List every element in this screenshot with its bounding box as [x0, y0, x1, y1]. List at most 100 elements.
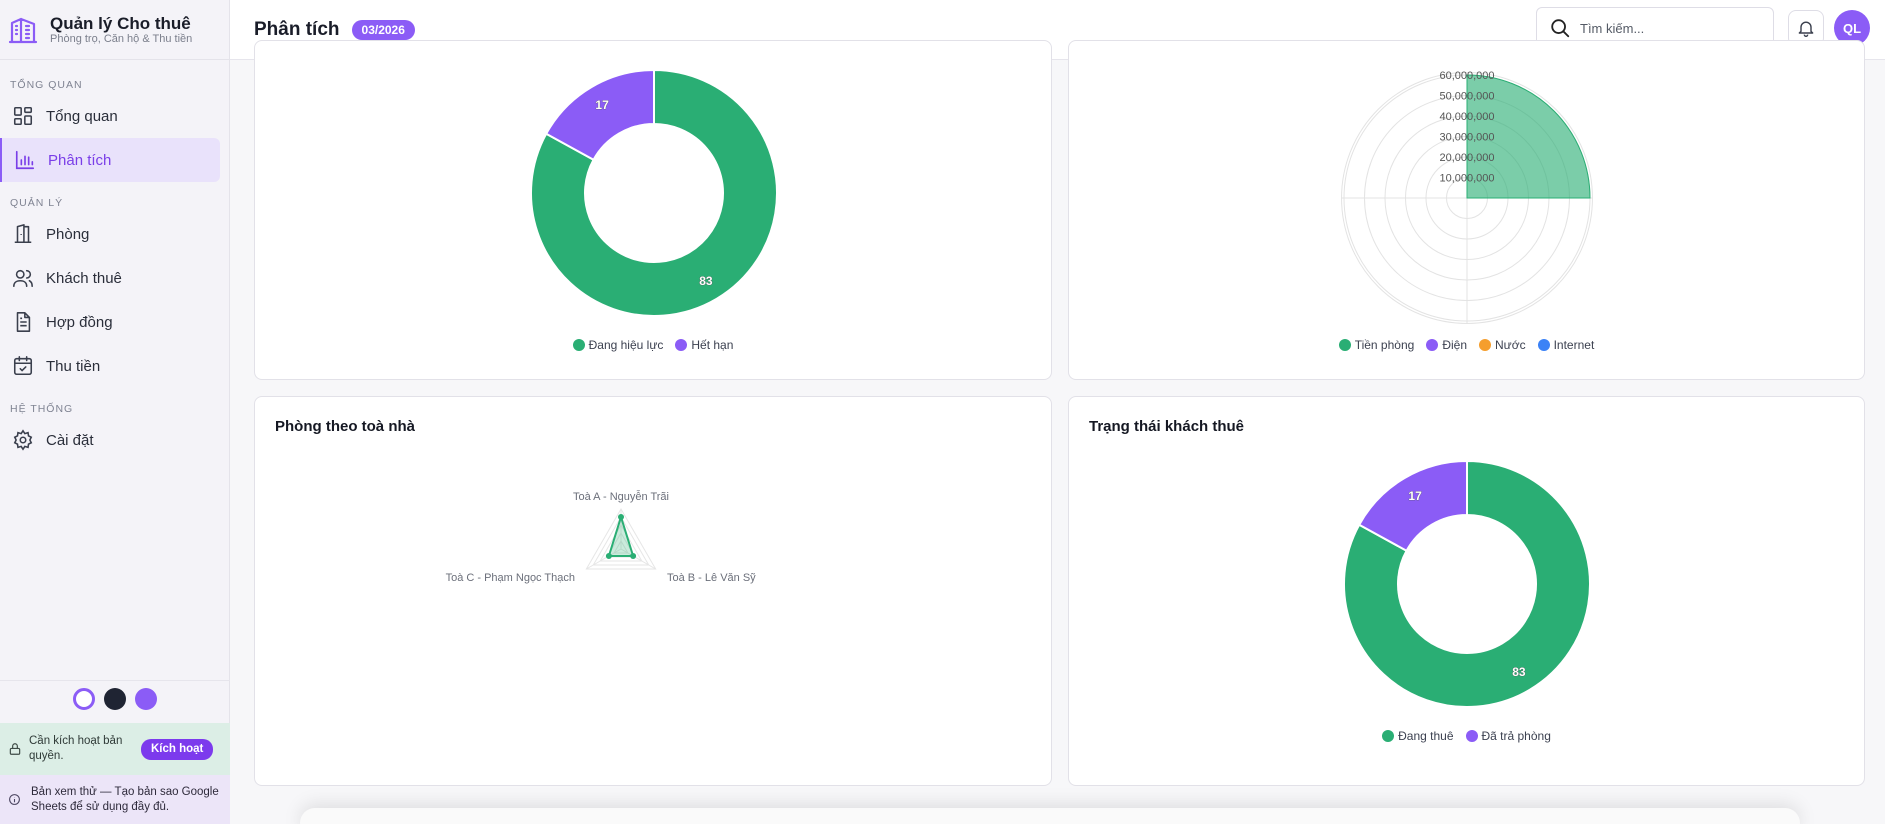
sidebar-item-label: Khách thuê	[46, 269, 122, 287]
bell-icon	[1798, 21, 1814, 37]
tenant-donut-chart: 83 17	[1343, 459, 1591, 708]
radar-grid	[613, 539, 629, 554]
radar-grid	[599, 523, 643, 562]
legend-dot	[572, 339, 585, 351]
theme-light-swatch[interactable]	[73, 687, 95, 710]
polar-tick-label: 60,000,000	[1439, 70, 1494, 82]
radar-point	[605, 553, 612, 559]
legend-label: Hết hạn	[691, 338, 734, 352]
legend-dot	[1479, 339, 1491, 351]
users-icon	[13, 269, 33, 288]
sidebar-item-label: Thu tiền	[46, 357, 101, 375]
section-label-management: QUẢN LÝ	[10, 197, 64, 209]
contracts-donut-chart: 83 17	[530, 68, 778, 317]
legend-label: Đã trả phòng	[1481, 729, 1551, 743]
donut-slice	[1357, 459, 1468, 553]
building-logo-icon	[8, 17, 38, 43]
card-title: Phòng theo toà nhà	[275, 418, 415, 435]
polar-tick-label: 40,000,000	[1439, 111, 1494, 123]
bar-chart-icon	[15, 150, 35, 170]
slice-value-label: 17	[595, 98, 609, 112]
polar-tick-label: 10,000,000	[1439, 173, 1494, 185]
rooms-by-building-card: Phòng theo toà nhà Toà A - Nguyễn Trãi To…	[254, 396, 1052, 786]
legend-label: Nước	[1495, 338, 1526, 352]
radar-axis-label: Toà A - Nguyễn Trãi	[573, 490, 669, 503]
legend-dot	[1338, 339, 1351, 351]
sidebar-item-label: Cài đặt	[46, 431, 94, 449]
section-label-system: HỆ THỐNG	[10, 403, 74, 415]
legend-item-checked-out[interactable]: Đã trả phòng	[1465, 729, 1551, 743]
section-label-overview: TỔNG QUAN	[10, 79, 83, 91]
preview-banner: Bản xem thử — Tạo bản sao Google Sheets …	[0, 775, 230, 824]
sidebar-item-dashboard[interactable]: Tổng quan	[0, 94, 221, 138]
legend-item-electricity[interactable]: Điện	[1426, 338, 1467, 352]
sidebar-item-label: Tổng quan	[46, 107, 118, 125]
slice-value-label: 83	[1512, 665, 1526, 679]
polar-tick-label: 30,000,000	[1439, 132, 1494, 144]
search-input[interactable]	[1580, 20, 1760, 36]
preview-text: Bản xem thử — Tạo bản sao Google Sheets …	[31, 785, 219, 813]
info-icon	[9, 794, 20, 805]
slice-value-label: 83	[699, 274, 713, 288]
donut-slice	[530, 68, 778, 317]
legend-label: Điện	[1442, 338, 1467, 352]
period-badge[interactable]: 03/2026	[351, 19, 415, 40]
radar-axis-label: Toà B - Lê Văn Sỹ	[667, 572, 756, 584]
legend-item-internet[interactable]: Internet	[1537, 338, 1595, 352]
next-row-card-edge	[300, 808, 1800, 824]
radar-spoke	[586, 548, 622, 570]
calendar-check-icon	[13, 356, 33, 376]
legend-label: Internet	[1553, 338, 1595, 352]
brand-subtitle: Phòng trọ, Căn hộ & Thu tiền	[50, 32, 193, 45]
activate-button[interactable]: Kích hoạt	[141, 738, 214, 760]
sidebar-item-payments[interactable]: Thu tiền	[0, 344, 221, 388]
revenue-breakdown-card: 10,000,000 20,000,000 30,000,000 40,000,000…	[1068, 40, 1865, 380]
sidebar-item-label: Phân tích	[48, 151, 112, 169]
sidebar: Quản lý Cho thuê Phòng trọ, Căn hộ & Thu…	[0, 0, 230, 824]
polar-area-segment	[1466, 74, 1591, 199]
legend-dot	[1382, 730, 1395, 742]
contracts-legend: Đang hiệu lực Hết hạn	[255, 338, 1051, 352]
contracts-status-card: 83 17 Đang hiệu lực Hết hạn	[254, 40, 1052, 380]
legend-dot	[1465, 730, 1478, 742]
sidebar-item-settings[interactable]: Cài đặt	[0, 418, 221, 462]
sidebar-item-analytics[interactable]: Phân tích	[0, 138, 220, 182]
license-text: Cần kích hoạt bản quyền.	[29, 735, 123, 762]
radar-axis-label: Toà C - Phạm Ngọc Thạch	[446, 572, 575, 584]
polar-tick-label: 50,000,000	[1439, 91, 1494, 103]
license-banner: Cần kích hoạt bản quyền. Kích hoạt	[0, 723, 230, 775]
lock-icon	[9, 743, 21, 755]
slice-value-label: 17	[1408, 489, 1422, 503]
donut-slice	[1343, 459, 1591, 708]
sidebar-item-rooms[interactable]: Phòng	[0, 212, 221, 256]
radar-point	[618, 514, 624, 520]
sidebar-item-tenants[interactable]: Khách thuê	[0, 256, 221, 300]
legend-dot	[1537, 339, 1550, 351]
theme-dark-swatch[interactable]	[104, 687, 126, 710]
rooms-radar-chart: Toà A - Nguyễn Trãi Toà B - Lê Văn Sỹ Toà …	[446, 490, 757, 584]
brand[interactable]: Quản lý Cho thuê Phòng trọ, Căn hộ & Thu…	[0, 0, 229, 60]
legend-label: Tiền phòng	[1354, 338, 1415, 352]
donut-slice	[544, 68, 655, 162]
search-icon	[1551, 19, 1570, 38]
legend-item-active[interactable]: Đang hiệu lực	[572, 338, 663, 352]
sidebar-item-label: Phòng	[46, 225, 90, 243]
page-title: Phân tích	[254, 18, 340, 40]
door-icon	[14, 224, 32, 244]
legend-item-rent[interactable]: Tiền phòng	[1338, 338, 1415, 352]
legend-dot	[1426, 339, 1439, 351]
theme-purple-swatch[interactable]	[135, 687, 157, 710]
theme-switcher	[0, 680, 230, 716]
revenue-legend: Tiền phòng Điện Nước Internet	[1069, 338, 1864, 352]
legend-item-renting[interactable]: Đang thuê	[1382, 729, 1454, 743]
legend-item-water[interactable]: Nước	[1479, 338, 1526, 352]
radar-grid	[592, 515, 650, 566]
legend-dot	[675, 339, 688, 351]
document-icon	[16, 312, 31, 332]
sidebar-item-contracts[interactable]: Hợp đồng	[0, 300, 221, 344]
gear-icon	[13, 429, 33, 451]
radar-grid	[585, 508, 657, 570]
radar-spoke	[620, 548, 656, 570]
sidebar-item-label: Hợp đồng	[46, 313, 113, 331]
legend-item-expired[interactable]: Hết hạn	[675, 338, 733, 352]
